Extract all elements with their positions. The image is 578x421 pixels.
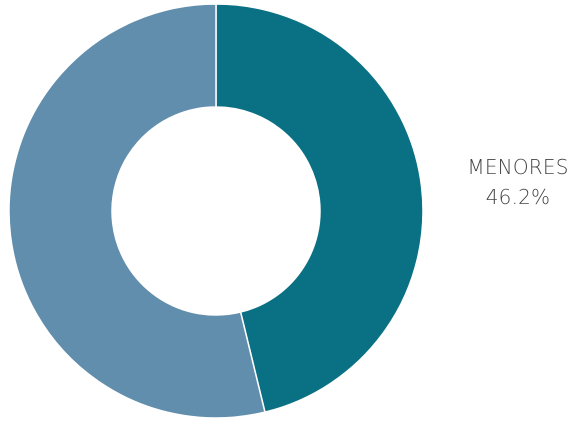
donut-slice-other <box>8 3 266 419</box>
donut-slice-menores <box>215 3 424 414</box>
slice-percent-menores: 46.2% <box>485 185 551 209</box>
slice-name-menores: MENORES <box>467 155 569 179</box>
slice-label-menores: MENORES 46.2% <box>460 152 576 212</box>
